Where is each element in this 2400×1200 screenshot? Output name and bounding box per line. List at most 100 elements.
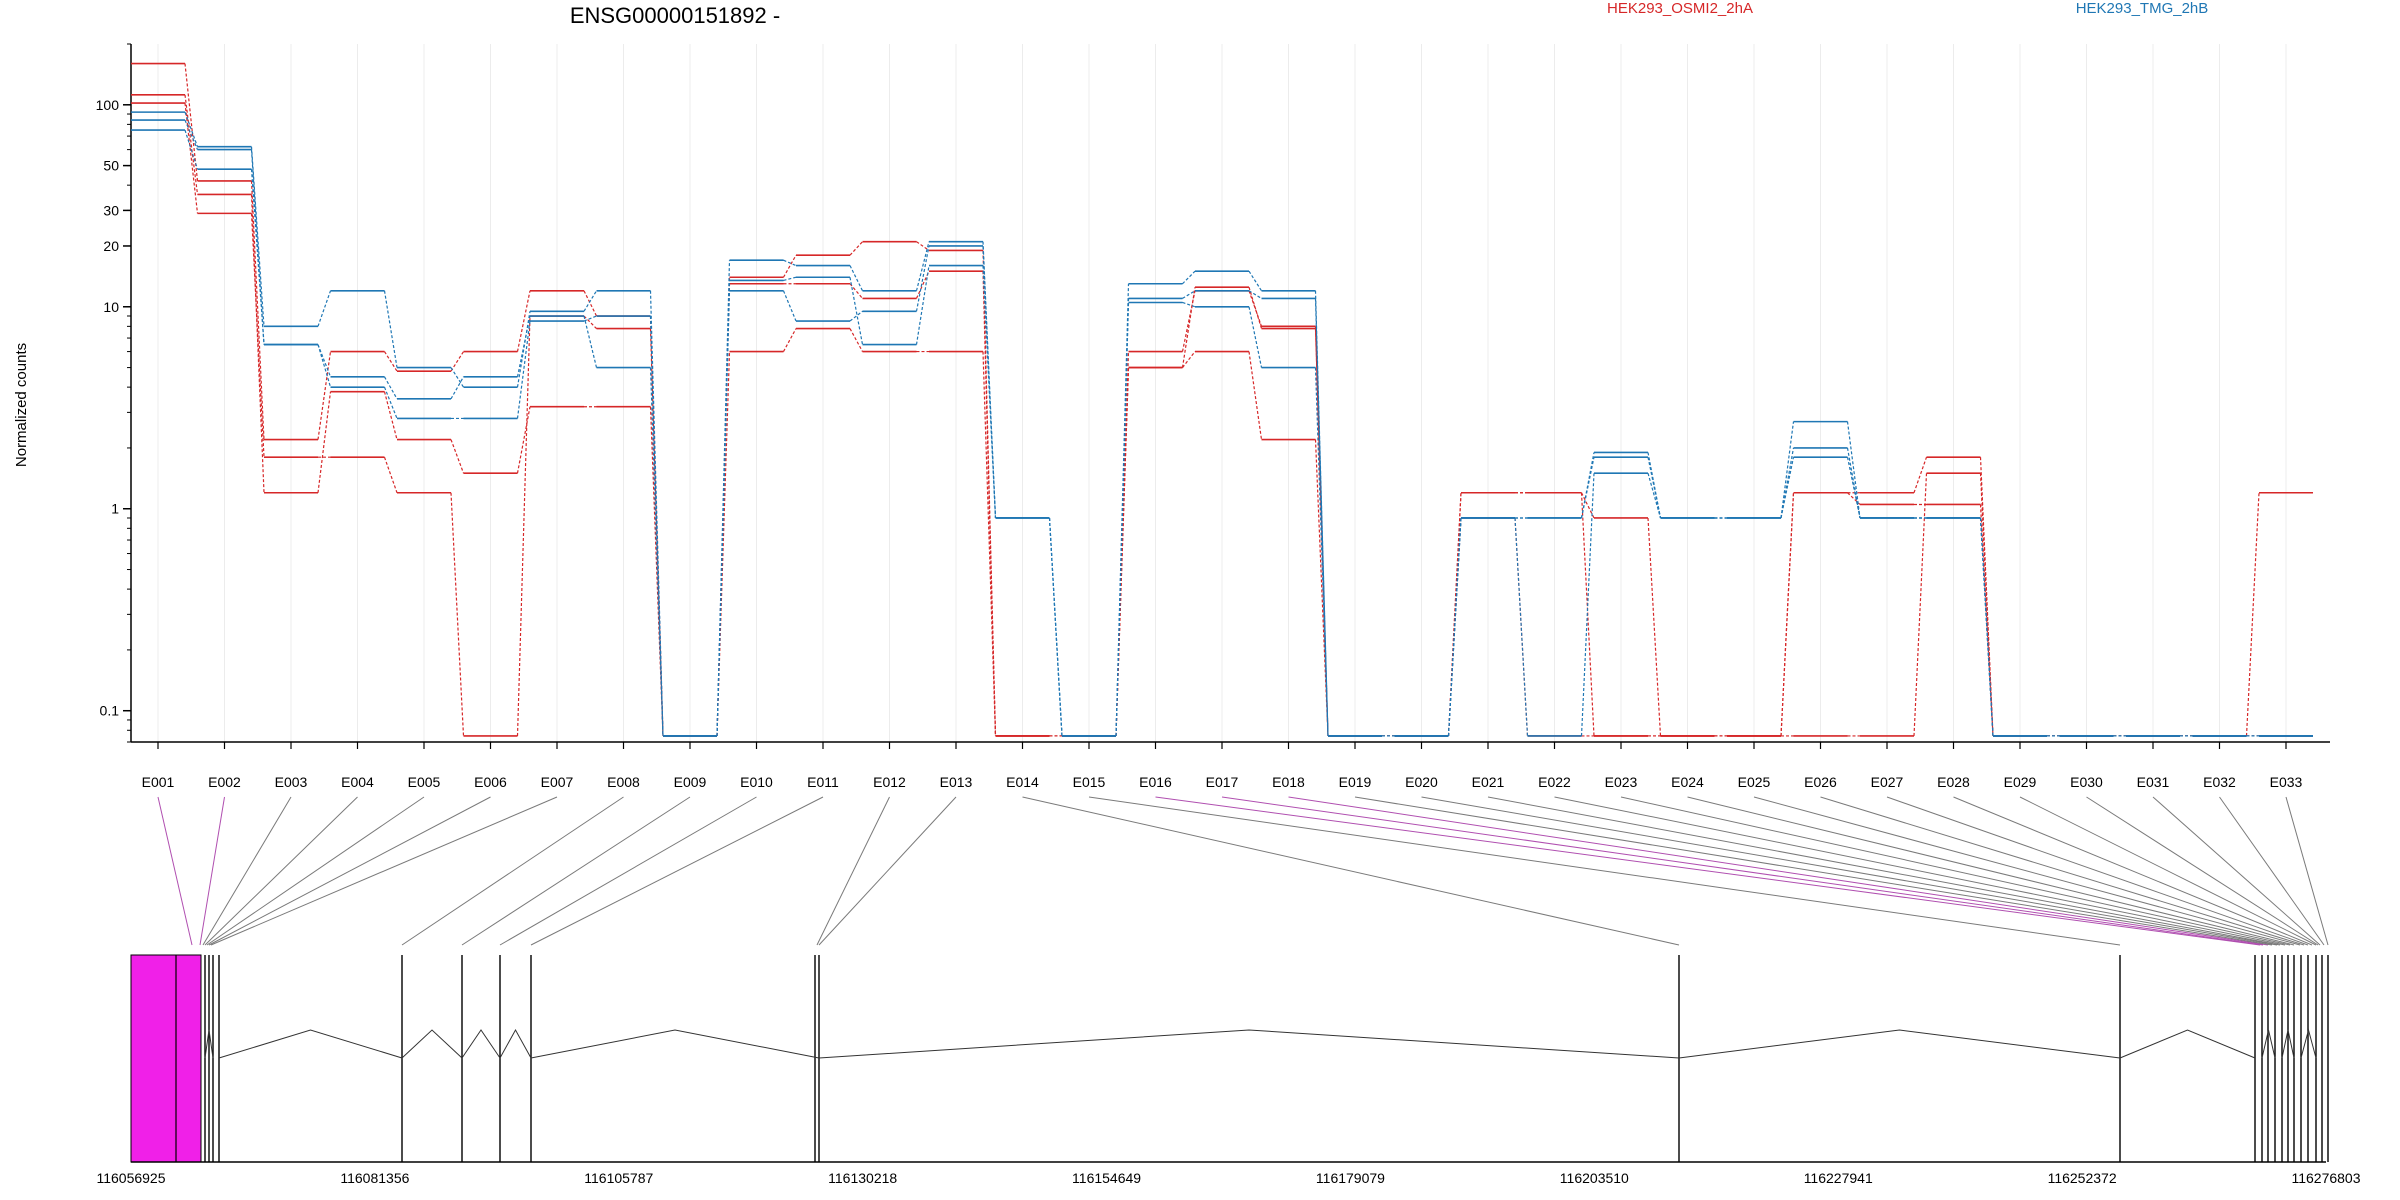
exon-label: E012 [873, 774, 906, 790]
exon-connector [1421, 796, 2278, 946]
coordinate-label: 116203510 [1560, 1170, 1629, 1186]
exon-connector [1687, 796, 2295, 946]
series-connector [317, 290, 332, 327]
exon-connector [1155, 796, 2261, 946]
series-connector [649, 367, 664, 736]
series-connector [849, 277, 864, 345]
series-connector [583, 290, 598, 312]
exon-connector [816, 796, 890, 946]
exon-connector [2285, 796, 2329, 946]
exon-connector [1354, 796, 2273, 946]
series-connector [250, 169, 265, 345]
series-connector [1447, 517, 1462, 736]
exon-label: E030 [2070, 774, 2103, 790]
series-connector [317, 391, 332, 493]
exon-connector [208, 796, 491, 946]
series-connector [916, 241, 930, 251]
series-connector [516, 320, 531, 419]
series-connector [450, 367, 465, 388]
intron-line [461, 1029, 501, 1059]
series-connector [782, 254, 797, 278]
series-connector [583, 315, 597, 322]
coordinate-label: 116081356 [340, 1170, 409, 1186]
series-connector [250, 149, 265, 345]
exon-connectors [157, 796, 2329, 946]
series-connector [184, 129, 199, 170]
exon-connector [1088, 796, 2121, 946]
series-connector [915, 241, 930, 291]
intron-line [2261, 1029, 2276, 1059]
series-connector [915, 265, 930, 345]
exon-connector [2019, 796, 2317, 946]
exon-label: E023 [1605, 774, 1638, 790]
intron-line [1678, 1029, 2121, 1059]
series-connector [250, 213, 265, 458]
exon-connector [1886, 796, 2309, 946]
exon-connector [1820, 796, 2305, 946]
exon-label: E016 [1139, 774, 1172, 790]
series-connector [1115, 302, 1130, 736]
series-connector [1847, 492, 1861, 505]
intron-line [2119, 1029, 2256, 1059]
series-connector [583, 290, 598, 317]
series-connector [383, 290, 398, 368]
series-connector [1182, 301, 1196, 308]
exon-label: E025 [1738, 774, 1771, 790]
exon-connector [1288, 796, 2269, 946]
exon-connector [206, 796, 425, 946]
series-connector [1248, 290, 1262, 299]
intron-line [2281, 1029, 2295, 1059]
exon-label: E015 [1073, 774, 1106, 790]
exon-label: E022 [1538, 774, 1571, 790]
exon-label: E004 [341, 774, 374, 790]
series-connector [1248, 290, 1263, 327]
exon-label: E008 [607, 774, 640, 790]
coordinate-label: 116276803 [2291, 1170, 2360, 1186]
series-connector [383, 391, 398, 440]
series-connector [1514, 517, 1529, 736]
series-connector [1780, 421, 1795, 519]
exon-label: E027 [1871, 774, 1904, 790]
exon-connector [818, 796, 957, 946]
series-connector [849, 328, 864, 352]
exon-connector [1487, 796, 2281, 946]
series-connector [783, 259, 797, 267]
series-connector [716, 280, 731, 736]
series-connector [982, 271, 997, 736]
exon-label: E010 [740, 774, 773, 790]
y-tick-label: 10 [103, 299, 119, 315]
exon-label: E032 [2203, 774, 2236, 790]
series-connector [915, 245, 930, 312]
series-connector [1182, 351, 1196, 368]
series-connector [583, 315, 598, 368]
series-connector [782, 328, 797, 352]
y-tick-label: 1 [111, 501, 119, 517]
exon-connector [1221, 796, 2264, 946]
series-connector [1248, 306, 1263, 368]
exon-label: E017 [1206, 774, 1239, 790]
series-connector [1979, 473, 1994, 736]
exon-label: E002 [208, 774, 241, 790]
y-ticks: 100 50 30 20 10 1 0.1 [96, 97, 131, 719]
exon-label: E003 [275, 774, 308, 790]
series-connector [383, 351, 398, 372]
series-connector [1846, 457, 1861, 519]
series-connector [383, 386, 398, 419]
intron-line [530, 1029, 820, 1059]
series-connector [849, 265, 864, 292]
exon-connector [1022, 796, 1680, 946]
exon-connector [401, 796, 624, 946]
coordinate-label: 116179079 [1316, 1170, 1385, 1186]
intron-line [499, 1028, 532, 1059]
series-connector [849, 283, 863, 299]
series-connector [1181, 287, 1196, 368]
series-connector [516, 311, 531, 388]
axes [127, 43, 2330, 743]
exon-connector [210, 796, 558, 946]
series-connector [649, 315, 664, 736]
series-connector [1248, 287, 1263, 329]
exon-connector [204, 796, 358, 946]
exon-label: E021 [1472, 774, 1505, 790]
series-connector [1846, 421, 1861, 519]
series-connector [317, 344, 332, 388]
